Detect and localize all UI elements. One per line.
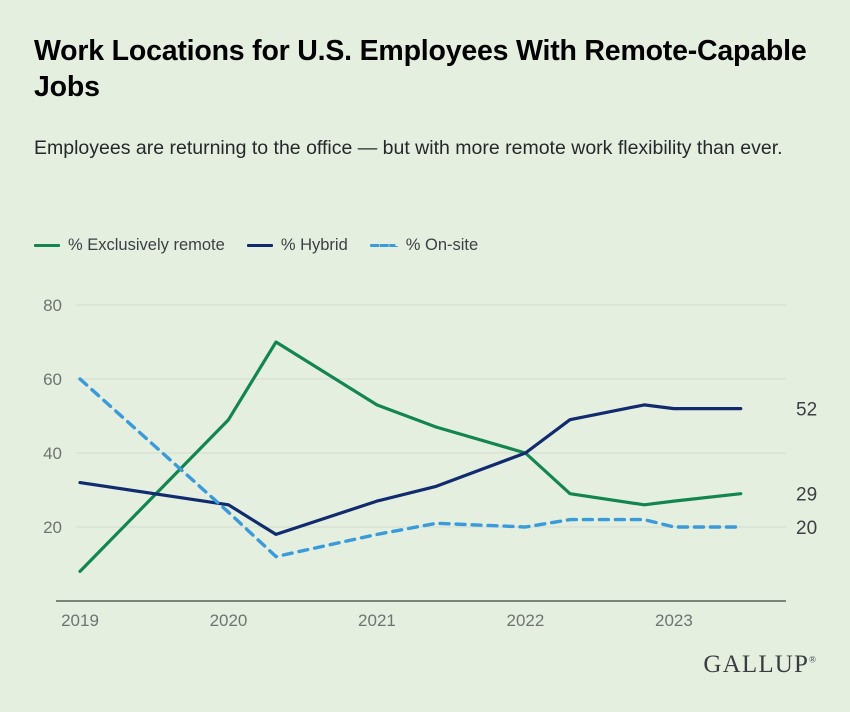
end-label-hybrid: 52	[796, 400, 817, 421]
y-tick-label-20: 20	[43, 518, 62, 537]
legend-swatch-hybrid	[246, 244, 273, 247]
x-tick-label-2019: 2019	[61, 611, 99, 630]
gridlines	[76, 304, 786, 528]
series-end-labels: 52 29 20	[796, 400, 817, 539]
legend-label-exclusively-remote: % Exclusively remote	[68, 236, 225, 254]
series-line-hybrid	[78, 403, 743, 536]
y-tick-label-40: 40	[43, 444, 62, 463]
x-tick-label-2023: 2023	[655, 611, 693, 630]
end-label-on-site: 20	[796, 518, 817, 539]
x-tick-label-2021: 2021	[358, 611, 396, 630]
legend-item-on-site[interactable]: % On-site	[369, 236, 479, 255]
x-tick-label-2022: 2022	[507, 611, 545, 630]
gallup-logo: GALLUP®	[703, 651, 816, 679]
registered-mark-icon: ®	[809, 654, 816, 665]
legend-swatch-on-site	[369, 244, 398, 247]
series-line-on-site	[78, 377, 743, 559]
chart-title: Work Locations for U.S. Employees With R…	[34, 35, 807, 103]
y-tick-label-60: 60	[43, 370, 62, 389]
legend-swatch-exclusively-remote	[34, 244, 60, 247]
end-label-exclusively-remote: 29	[796, 485, 817, 506]
gallup-wordmark: GALLUP	[703, 651, 810, 678]
chart-legend: % Exclusively remote % Hybrid % On-site	[34, 236, 478, 255]
chart-subtitle: Employees are returning to the office — …	[34, 137, 783, 159]
legend-label-hybrid: % Hybrid	[280, 236, 348, 254]
legend-item-hybrid[interactable]: % Hybrid	[246, 236, 348, 255]
y-axis-tick-labels: 80 60 40 20	[43, 296, 62, 537]
legend-item-exclusively-remote[interactable]: % Exclusively remote	[34, 236, 225, 255]
x-tick-label-2020: 2020	[210, 611, 248, 630]
data-series	[78, 340, 743, 573]
y-tick-label-80: 80	[43, 296, 62, 315]
legend-label-on-site: % On-site	[405, 236, 479, 254]
x-axis-tick-labels: 2019 2020 2021 2022 2023	[61, 611, 693, 630]
series-line-exclusively-remote	[78, 340, 743, 573]
